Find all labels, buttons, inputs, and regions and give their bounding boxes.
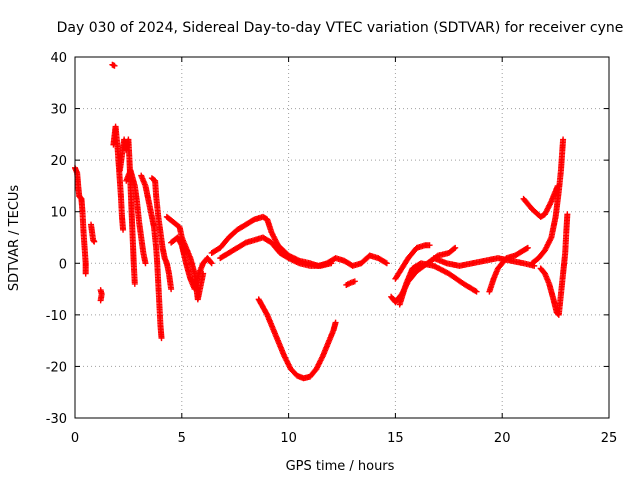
y-tick-label: 30 [50, 103, 67, 118]
data-layer [72, 61, 571, 382]
data-point [178, 240, 185, 247]
y-tick-label: 20 [50, 154, 67, 169]
y-tick-label: 0 [59, 257, 67, 272]
series-arc-15 [306, 252, 390, 269]
y-tick-label: -20 [46, 360, 67, 375]
x-tick-label: 15 [387, 431, 404, 446]
data-point [142, 260, 149, 267]
data-point [97, 297, 104, 304]
series-arc-23 [529, 136, 567, 267]
data-point [351, 278, 358, 285]
data-point [382, 259, 389, 266]
data-point [524, 244, 531, 251]
data-point [158, 335, 165, 342]
series-arc-16 [343, 278, 358, 288]
y-axis-label: SDTVAR / TECUs [7, 185, 22, 292]
data-point [426, 242, 433, 249]
y-tick-label: -10 [46, 309, 67, 324]
data-point [332, 319, 339, 326]
y-tick-label: 40 [50, 51, 67, 66]
data-point [383, 260, 390, 267]
series-arc-21 [486, 244, 531, 295]
x-tick-label: 25 [601, 431, 618, 446]
series-arc-07 [123, 167, 149, 267]
data-point [82, 270, 89, 277]
chart-title: Day 030 of 2024, Sidereal Day-to-day VTE… [57, 20, 624, 36]
tick-layer: 0 5 10 15 20 25 -30 -20 -10 0 10 20 30 40 [46, 51, 618, 446]
series-arc-02 [88, 221, 98, 245]
series-arc-11 [168, 234, 215, 293]
series-arc-24 [537, 211, 571, 318]
y-tick-label: -30 [46, 412, 67, 427]
x-tick-label: 10 [280, 431, 297, 446]
data-point [207, 259, 214, 266]
series-arc-04 [109, 61, 118, 69]
series-arc-14 [255, 296, 339, 382]
series-arc-03 [97, 287, 105, 304]
series-arc-09 [148, 175, 175, 293]
data-point [120, 226, 127, 233]
data-point [131, 280, 138, 287]
series-arc-19 [396, 260, 480, 308]
series-arc-20 [430, 255, 538, 269]
data-point [452, 244, 459, 251]
data-point [208, 260, 215, 267]
data-point [473, 288, 480, 295]
plot-frame [74, 56, 610, 419]
series-arc-18 [392, 242, 433, 282]
data-point [168, 286, 175, 293]
x-tick-label: 20 [494, 431, 511, 446]
y-tick-label: 10 [50, 206, 67, 221]
data-point [472, 287, 479, 294]
data-point [560, 136, 567, 143]
data-point [564, 211, 571, 218]
data-point [91, 238, 98, 245]
x-axis-label: GPS time / hours [286, 459, 395, 474]
x-tick-label: 5 [178, 431, 186, 446]
series-arc-08 [138, 172, 165, 342]
data-point [111, 62, 118, 69]
data-point [451, 245, 458, 252]
series-arc-01 [72, 164, 89, 277]
series-arc-22 [520, 182, 561, 220]
x-tick-label: 0 [71, 431, 79, 446]
